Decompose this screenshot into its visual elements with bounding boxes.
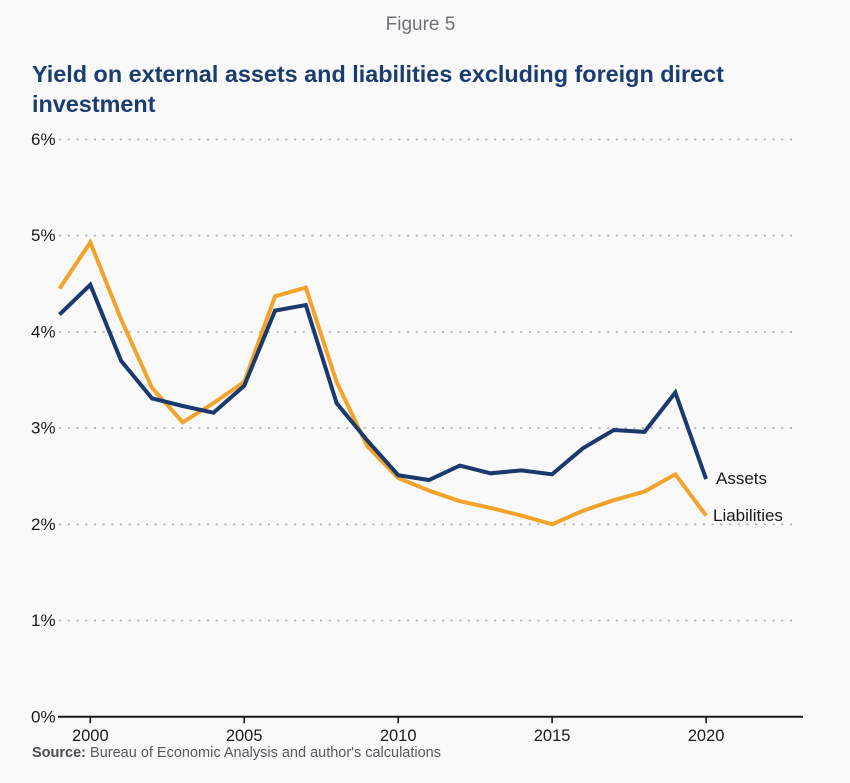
svg-text:2%: 2% xyxy=(31,515,56,534)
svg-text:2015: 2015 xyxy=(534,727,571,745)
svg-text:3%: 3% xyxy=(31,419,56,438)
svg-text:6%: 6% xyxy=(31,130,56,149)
svg-text:2020: 2020 xyxy=(688,727,725,745)
svg-text:2010: 2010 xyxy=(380,727,417,745)
svg-text:Liabilities: Liabilities xyxy=(713,506,783,525)
svg-text:5%: 5% xyxy=(31,226,56,245)
svg-text:Assets: Assets xyxy=(716,469,767,488)
svg-text:0%: 0% xyxy=(31,708,56,727)
svg-text:1%: 1% xyxy=(31,611,56,630)
svg-text:2000: 2000 xyxy=(72,727,109,745)
svg-text:4%: 4% xyxy=(31,322,56,341)
svg-text:2005: 2005 xyxy=(226,727,263,745)
